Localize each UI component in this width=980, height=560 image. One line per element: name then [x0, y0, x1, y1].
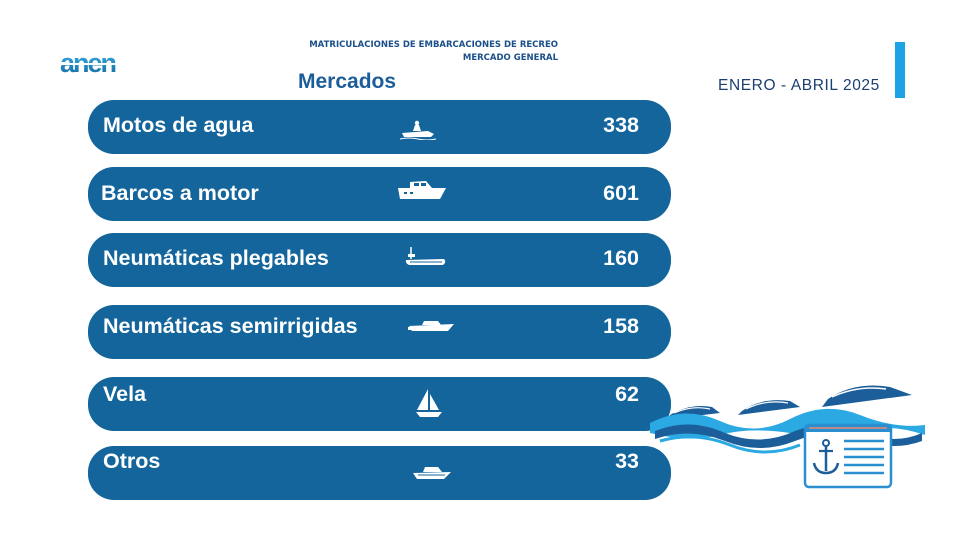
waves-registry-anchor-icon [650, 385, 925, 489]
market-row-neumaticas-plegables: Neumáticas plegables 160 [88, 233, 671, 287]
market-value: 160 [603, 246, 639, 270]
market-row-barcos-a-motor: Barcos a motor 601 [88, 167, 671, 221]
market-label: Neumáticas semirrigidas [103, 314, 358, 338]
market-value: 33 [615, 449, 639, 473]
report-header: MATRICULACIONES DE EMBARCACIONES DE RECR… [250, 39, 558, 65]
market-label: Neumáticas plegables [103, 246, 329, 270]
other-boat-icon [413, 467, 451, 479]
accent-bar [895, 42, 905, 98]
rib-boat-icon [408, 321, 454, 331]
market-value: 158 [603, 314, 639, 338]
jet-ski-icon [400, 120, 436, 140]
inflatable-boat-icon [405, 247, 446, 265]
market-label: Barcos a motor [101, 181, 259, 205]
header-line-1: MATRICULACIONES DE EMBARCACIONES DE RECR… [309, 40, 558, 50]
period-label: ENERO - ABRIL 2025 [718, 77, 880, 94]
market-row-neumaticas-semirrigidas: Neumáticas semirrigidas 158 [88, 305, 671, 359]
market-value: 338 [603, 113, 639, 137]
market-row-otros: Otros 33 [88, 446, 671, 500]
market-value: 62 [615, 382, 639, 406]
market-row-vela: Vela 62 [88, 377, 671, 431]
section-title: Mercados [298, 70, 397, 93]
sailboat-icon [416, 389, 442, 417]
header-line-2: MERCADO GENERAL [462, 53, 558, 63]
market-label: Otros [103, 449, 161, 473]
market-label: Vela [103, 382, 147, 406]
market-row-motos-de-agua: Motos de agua 338 [88, 100, 671, 154]
market-label: Motos de agua [103, 113, 254, 137]
anen-logo: anen [60, 50, 146, 78]
motor-boat-icon [398, 181, 446, 199]
market-value: 601 [603, 181, 639, 205]
